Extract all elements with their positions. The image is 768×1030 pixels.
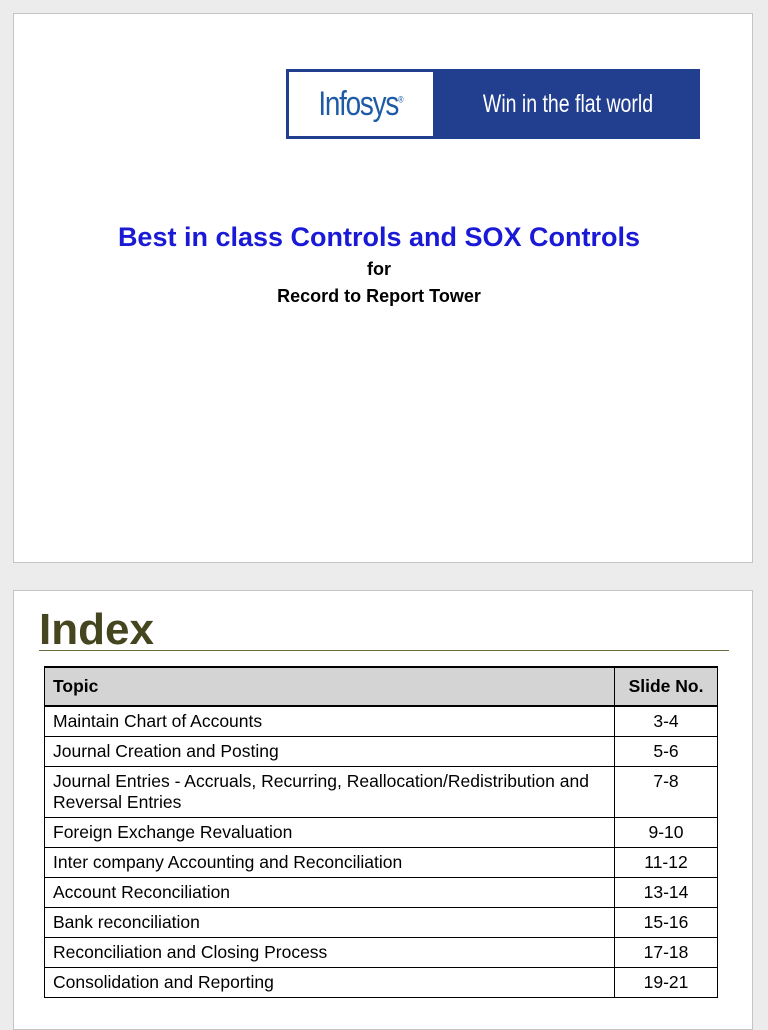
index-heading: Index — [39, 605, 154, 654]
infosys-banner: Infosys® Win in the flat world — [286, 69, 700, 139]
logo-text: Infosys — [318, 84, 399, 123]
row-topic: Inter company Accounting and Reconciliat… — [44, 847, 615, 878]
row-slide-no: 19-21 — [614, 967, 718, 998]
row-topic: Foreign Exchange Revaluation — [44, 817, 615, 848]
header-topic: Topic — [44, 666, 615, 707]
index-slide: Index Topic Slide No. Maintain Chart of … — [13, 590, 753, 1030]
cover-for: for — [367, 259, 391, 279]
row-topic: Bank reconciliation — [44, 907, 615, 938]
logo-box: Infosys® — [289, 72, 433, 136]
row-topic: Journal Creation and Posting — [44, 736, 615, 767]
row-topic: Account Reconciliation — [44, 877, 615, 908]
cover-title: Best in class Controls and SOX Controls — [117, 222, 641, 252]
row-slide-no: 7-8 — [614, 766, 718, 818]
heading-divider — [39, 650, 729, 651]
header-slide-no: Slide No. — [614, 666, 718, 707]
table-row: Foreign Exchange Revaluation 9-10 — [44, 817, 718, 848]
table-row: Bank reconciliation 15-16 — [44, 907, 718, 938]
row-topic: Maintain Chart of Accounts — [44, 705, 615, 737]
row-topic: Consolidation and Reporting — [44, 967, 615, 998]
row-slide-no: 11-12 — [614, 847, 718, 878]
table-header-row: Topic Slide No. — [44, 666, 718, 707]
table-row: Maintain Chart of Accounts 3-4 — [44, 705, 718, 737]
row-slide-no: 9-10 — [614, 817, 718, 848]
row-slide-no: 15-16 — [614, 907, 718, 938]
row-slide-no: 3-4 — [614, 705, 718, 737]
row-slide-no: 13-14 — [614, 877, 718, 908]
banner-tagline: Win in the flat world — [482, 89, 654, 118]
infosys-logo: Infosys® — [318, 85, 403, 124]
row-topic: Journal Entries - Accruals, Recurring, R… — [44, 766, 615, 818]
row-topic: Reconciliation and Closing Process — [44, 937, 615, 968]
table-row: Account Reconciliation 13-14 — [44, 877, 718, 908]
cover-subtitle: Record to Report Tower — [277, 286, 481, 306]
cover-slide: Infosys® Win in the flat world Best in c… — [13, 13, 753, 563]
table-row: Inter company Accounting and Reconciliat… — [44, 847, 718, 878]
registered-mark: ® — [398, 94, 404, 105]
table-row: Consolidation and Reporting 19-21 — [44, 967, 718, 998]
table-row: Reconciliation and Closing Process 17-18 — [44, 937, 718, 968]
index-table: Topic Slide No. Maintain Chart of Accoun… — [44, 666, 718, 998]
row-slide-no: 5-6 — [614, 736, 718, 767]
row-slide-no: 17-18 — [614, 937, 718, 968]
table-row: Journal Creation and Posting 5-6 — [44, 736, 718, 767]
table-row: Journal Entries - Accruals, Recurring, R… — [44, 766, 718, 818]
index-table-body: Maintain Chart of Accounts 3-4 Journal Cre… — [44, 705, 718, 998]
